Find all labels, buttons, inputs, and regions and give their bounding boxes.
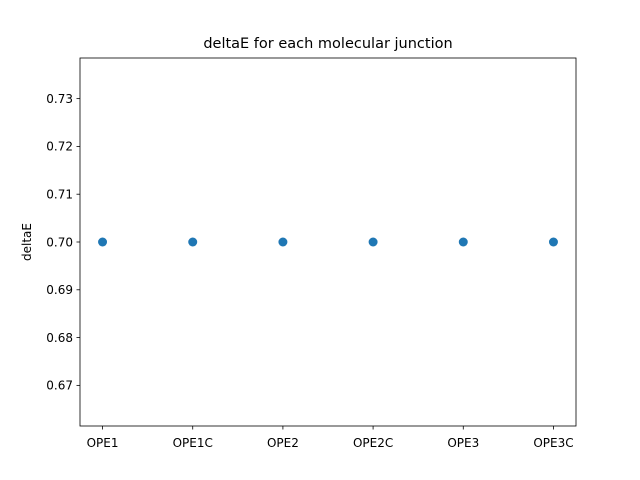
data-point-ope2 (278, 237, 288, 247)
x-tick-label: OPE1C (173, 436, 213, 450)
data-point-ope2c (368, 237, 378, 247)
y-tick-label: 0.72 (46, 140, 73, 154)
data-point-ope1c (188, 237, 198, 247)
y-tick-label: 0.70 (46, 235, 73, 249)
x-tick-label: OPE3C (533, 436, 573, 450)
y-tick-label: 0.68 (46, 331, 73, 345)
data-point-ope1 (98, 237, 108, 247)
y-tick-label: 0.73 (46, 92, 73, 106)
x-tick-label: OPE3 (447, 436, 479, 450)
plot-area: 0.67 0.68 0.69 0.70 0.71 0.72 0.73 OPE1 OPE1C OPE… (46, 57, 577, 450)
data-point-ope3c (548, 237, 558, 247)
x-tick-label: OPE2 (267, 436, 299, 450)
x-tick-label: OPE1 (87, 436, 119, 450)
plot-frame (79, 57, 577, 427)
chart-title: deltaE for each molecular junction (203, 36, 452, 52)
data-point-ope3 (458, 237, 468, 247)
x-tick-label: OPE2C (353, 436, 393, 450)
y-tick-label: 0.71 (46, 188, 73, 202)
y-tick-label: 0.67 (46, 379, 73, 393)
y-axis-label: deltaE (20, 223, 34, 261)
y-tick-label: 0.69 (46, 283, 73, 297)
